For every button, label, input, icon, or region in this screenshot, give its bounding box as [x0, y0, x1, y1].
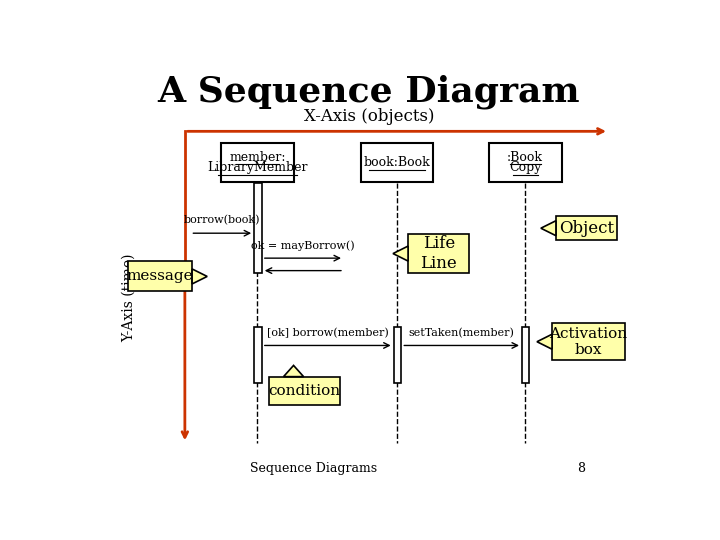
Polygon shape: [393, 246, 408, 261]
Text: [ok] borrow(member): [ok] borrow(member): [267, 328, 389, 338]
Text: member:: member:: [229, 151, 286, 164]
Text: Y-Axis (time): Y-Axis (time): [122, 253, 136, 342]
Bar: [128, 261, 192, 292]
Text: :Book: :Book: [507, 151, 544, 164]
Bar: [489, 144, 562, 181]
Polygon shape: [541, 221, 556, 235]
Text: Activation
box: Activation box: [549, 327, 627, 357]
Bar: [552, 323, 624, 360]
Text: Life
Line: Life Line: [420, 235, 457, 272]
Text: X-Axis (objects): X-Axis (objects): [304, 109, 434, 125]
Text: Copy: Copy: [509, 161, 541, 174]
Text: message: message: [127, 269, 194, 284]
Text: borrow(book): borrow(book): [184, 215, 261, 226]
Text: A Sequence Diagram: A Sequence Diagram: [158, 75, 580, 109]
Bar: [522, 327, 529, 383]
Bar: [394, 327, 401, 383]
Text: Sequence Diagrams: Sequence Diagrams: [250, 462, 377, 475]
Bar: [556, 216, 617, 240]
Text: setTaken(member): setTaken(member): [409, 328, 515, 338]
Bar: [408, 234, 469, 273]
Bar: [221, 144, 294, 181]
Polygon shape: [192, 269, 207, 284]
Bar: [254, 327, 261, 383]
Bar: [254, 183, 261, 273]
Text: Object: Object: [559, 220, 614, 237]
Bar: [361, 144, 433, 181]
Bar: [269, 377, 340, 405]
Polygon shape: [284, 366, 304, 377]
Text: condition: condition: [269, 384, 341, 398]
Polygon shape: [537, 334, 552, 349]
Text: book:Book: book:Book: [364, 156, 431, 169]
Text: 8: 8: [577, 462, 585, 475]
Text: LibraryMember: LibraryMember: [207, 161, 307, 174]
Text: ok = mayBorrow(): ok = mayBorrow(): [251, 240, 355, 251]
